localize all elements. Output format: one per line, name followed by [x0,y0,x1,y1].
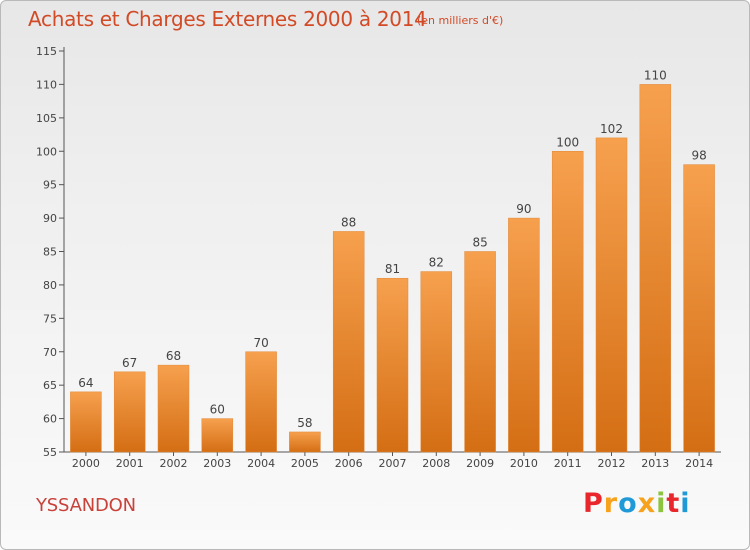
x-tick-label: 2007 [379,457,407,470]
data-label: 67 [122,356,137,370]
bar [201,418,234,453]
data-label: 68 [166,349,181,363]
data-label: 90 [516,202,531,216]
data-label: 70 [253,336,268,350]
bar [420,271,453,453]
chart-subtitle: (en milliers d'€) [417,14,504,27]
bar [595,137,628,453]
bar [245,351,277,453]
bars [70,84,715,453]
data-label: 98 [691,149,706,163]
logo-letter: r [603,488,619,519]
x-tick-label: 2001 [116,457,144,470]
bar [683,164,715,453]
bar [464,251,496,453]
x-tick-label: 2013 [641,457,669,470]
logo-letter: x [637,488,657,519]
y-tick-label: 60 [43,413,57,426]
x-tick-label: 2004 [247,457,275,470]
chart-title: Achats et Charges Externes 2000 à 2014 [28,7,427,31]
bar [157,364,190,453]
x-tick-label: 2012 [598,457,626,470]
bar [376,277,409,453]
y-tick-label: 65 [43,379,57,392]
data-label: 64 [78,376,93,390]
proxiti-logo: Proxiti [583,488,691,519]
y-tick-label: 85 [43,246,57,259]
x-tick-label: 2002 [160,457,188,470]
data-label: 81 [385,262,400,276]
data-label: 60 [210,403,225,417]
x-tick-label: 2005 [291,457,319,470]
data-label: 110 [644,68,667,82]
x-tick-label: 2008 [422,457,450,470]
y-tick-label: 115 [36,45,57,58]
y-tick-label: 110 [36,78,57,91]
logo-letter: t [666,488,681,519]
y-tick-label: 105 [36,112,57,125]
y-tick-label: 80 [43,279,57,292]
data-label: 58 [297,416,312,430]
y-tick-label: 55 [43,446,57,459]
bar [551,151,584,453]
logo-letter: o [618,488,638,519]
data-label: 88 [341,215,356,229]
bar [113,371,146,453]
x-tick-label: 2000 [72,457,100,470]
bar [70,391,102,453]
x-tick-label: 2011 [554,457,582,470]
value-labels: 64 67 68 60 70 58 88 81 82 85 90 100 102 110 98 [78,68,706,430]
y-tick-label: 95 [43,179,57,192]
x-tick-label: 2006 [335,457,363,470]
y-tick-label: 70 [43,346,57,359]
bar [508,217,540,453]
data-label: 100 [556,135,579,149]
axes: 55 60 65 70 75 80 85 90 95 100 105 110 115 2000 2001 20… [36,45,721,470]
bar [289,431,321,453]
x-tick-label: 2009 [466,457,494,470]
logo-letter: P [583,488,604,519]
x-tick-label: 2003 [203,457,231,470]
x-tick-label: 2010 [510,457,538,470]
bar [332,231,365,453]
bar [639,84,672,453]
logo-letter: i [680,488,691,519]
data-label: 85 [472,236,487,250]
y-tick-label: 90 [43,212,57,225]
data-label: 82 [429,256,444,270]
commune-name: YSSANDON [36,495,136,516]
data-label: 102 [600,122,623,136]
x-tick-label: 2014 [685,457,713,470]
y-tick-label: 75 [43,312,57,325]
y-tick-label: 100 [36,145,57,158]
logo-letter: i [656,488,667,519]
